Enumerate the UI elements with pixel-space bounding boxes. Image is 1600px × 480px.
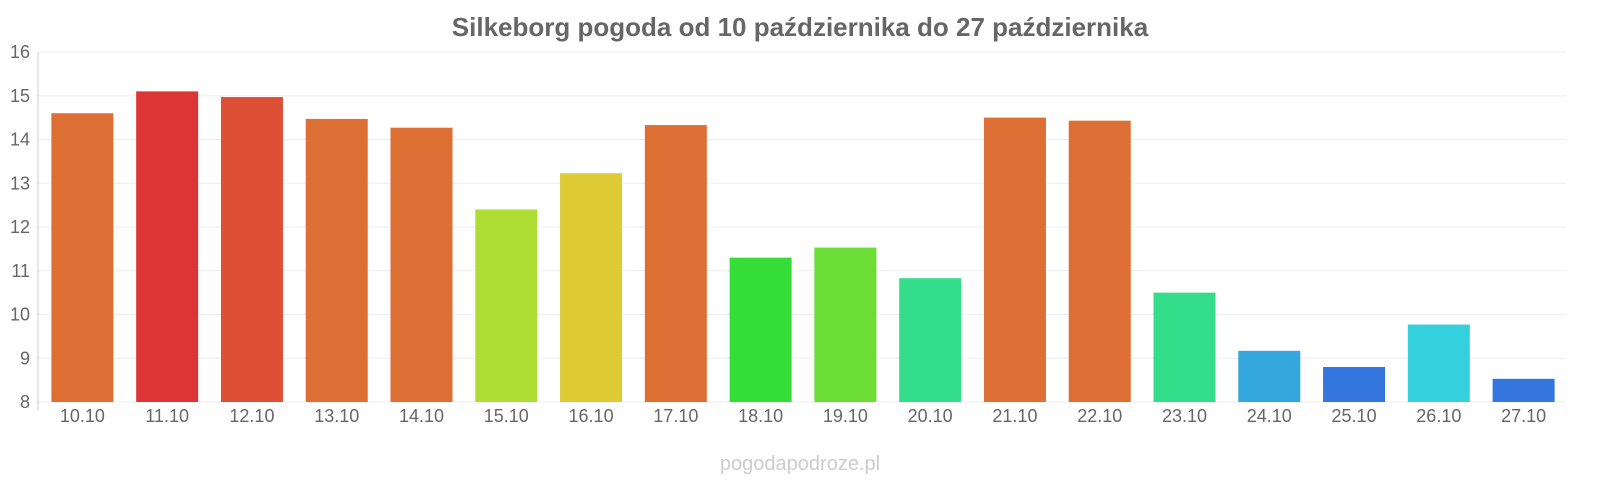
x-tick-label: 25.10: [1332, 406, 1377, 426]
x-tick-label: 27.10: [1501, 406, 1546, 426]
gridlines: [38, 51, 1566, 403]
y-tick-label: 14: [10, 130, 30, 150]
x-tick-label: 18.10: [738, 406, 783, 426]
watermark: pogodapodroze.pl: [720, 453, 880, 475]
bar-22.10: [1068, 120, 1131, 402]
x-tick-label: 12.10: [229, 406, 274, 426]
chart-title: Silkeborg pogoda od 10 października do 2…: [452, 12, 1149, 42]
y-tick-label: 10: [10, 305, 30, 325]
x-tick-label: 20.10: [908, 406, 953, 426]
bar-21.10: [983, 117, 1046, 402]
bar-15.10: [475, 209, 538, 402]
bar-12.10: [220, 97, 283, 402]
bar-16.10: [560, 173, 623, 402]
x-tick-label: 22.10: [1077, 406, 1122, 426]
bar-25.10: [1323, 367, 1386, 402]
bar-13.10: [305, 118, 368, 402]
y-tick-label: 13: [10, 173, 30, 193]
x-tick-label: 15.10: [484, 406, 529, 426]
bars: [51, 91, 1555, 402]
bar-14.10: [390, 127, 453, 402]
y-tick-label: 11: [11, 261, 30, 281]
x-tick-label: 14.10: [399, 406, 444, 426]
y-tick-label: 12: [10, 217, 30, 237]
bar-10.10: [51, 113, 114, 402]
y-axis-ticks: 8 9 10 11 12 13 14 15 16: [10, 42, 30, 412]
x-tick-label: 19.10: [823, 406, 868, 426]
y-tick-label: 16: [10, 42, 30, 62]
bar-17.10: [644, 125, 707, 402]
y-tick-label: 15: [10, 86, 30, 106]
x-axis-ticks: 10.10 11.10 12.10 13.10 14.10 15.10 16.10 17.10…: [60, 406, 1546, 426]
x-tick-label: 13.10: [314, 406, 359, 426]
bar-11.10: [136, 91, 199, 402]
bar-26.10: [1407, 324, 1470, 402]
x-tick-label: 17.10: [653, 406, 698, 426]
x-tick-label: 16.10: [569, 406, 614, 426]
bar-27.10: [1492, 378, 1555, 402]
x-tick-label: 26.10: [1416, 406, 1461, 426]
x-tick-label: 10.10: [60, 406, 105, 426]
y-tick-label: 9: [20, 348, 30, 368]
bar-18.10: [729, 257, 792, 402]
x-tick-label: 24.10: [1247, 406, 1292, 426]
x-tick-label: 23.10: [1162, 406, 1207, 426]
x-tick-label: 11.10: [145, 406, 189, 426]
bar-23.10: [1153, 292, 1216, 402]
y-tick-label: 8: [20, 392, 30, 412]
bar-20.10: [899, 278, 962, 402]
x-tick-label: 21.10: [992, 406, 1037, 426]
bar-24.10: [1238, 350, 1301, 402]
bar-19.10: [814, 247, 877, 402]
